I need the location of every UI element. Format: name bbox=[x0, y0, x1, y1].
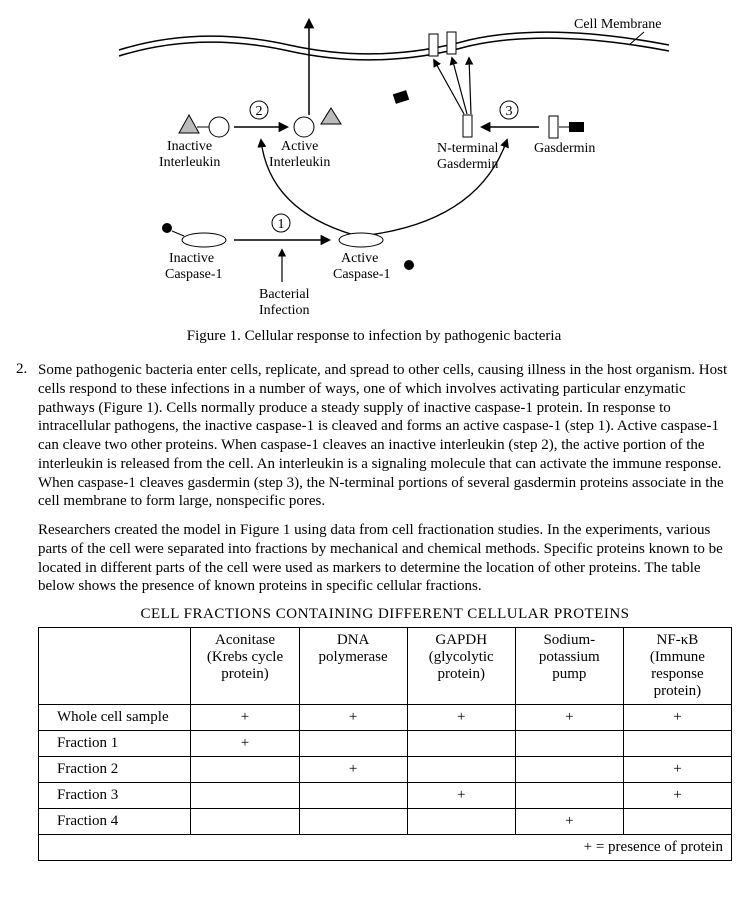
table-row-label: Fraction 4 bbox=[39, 809, 191, 835]
fraction-table: Aconitase(Krebs cycle protein) DNApolyme… bbox=[38, 627, 732, 861]
col5-l1: NF-κB bbox=[657, 632, 699, 648]
col2-l2: polymerase bbox=[319, 649, 388, 665]
col2-l1: DNA bbox=[337, 632, 370, 648]
table-cell bbox=[515, 783, 623, 809]
table-row-label: Fraction 2 bbox=[39, 757, 191, 783]
col3-l2: (glycolytic protein) bbox=[429, 649, 494, 682]
gasdermin-label: Gasdermin bbox=[534, 141, 595, 156]
step-2-number: 2 bbox=[256, 104, 263, 119]
table-cell: + bbox=[191, 731, 299, 757]
nterm-gasd-l2: Gasdermin bbox=[437, 157, 498, 172]
active-casp-l2: Caspase-1 bbox=[333, 267, 391, 282]
step-3-number: 3 bbox=[506, 104, 513, 119]
table-cell: + bbox=[299, 705, 407, 731]
table-cell bbox=[623, 731, 731, 757]
table-cell bbox=[191, 783, 299, 809]
col4-l1: Sodium- bbox=[543, 632, 595, 648]
table-cell: + bbox=[191, 705, 299, 731]
active-il-l2: Interleukin bbox=[269, 155, 330, 170]
table-cell: + bbox=[515, 705, 623, 731]
table-cell bbox=[623, 809, 731, 835]
inactive-il-l1: Inactive bbox=[167, 139, 212, 154]
col1-l1: Aconitase bbox=[215, 632, 275, 648]
table-cell: + bbox=[299, 757, 407, 783]
table-row-label: Whole cell sample bbox=[39, 705, 191, 731]
table-cell bbox=[407, 757, 515, 783]
table-cell: + bbox=[515, 809, 623, 835]
table-cell: + bbox=[407, 783, 515, 809]
bacterial-l2: Infection bbox=[259, 303, 310, 318]
col1-l2: (Krebs cycle protein) bbox=[207, 649, 283, 682]
nterm-gasd-l1: N-terminal bbox=[437, 141, 499, 156]
table-cell bbox=[299, 783, 407, 809]
question-number: 2. bbox=[16, 361, 38, 861]
table-cell: + bbox=[407, 705, 515, 731]
question-para-2: Researchers created the model in Figure … bbox=[38, 521, 732, 596]
table-cell bbox=[191, 809, 299, 835]
inactive-casp-l1: Inactive bbox=[169, 251, 214, 266]
membrane-label: Cell Membrane bbox=[574, 17, 661, 32]
table-cell: + bbox=[623, 783, 731, 809]
col3-l1: GAPDH bbox=[435, 632, 487, 648]
question-para-1: Some pathogenic bacteria enter cells, re… bbox=[38, 361, 732, 511]
table-cell bbox=[515, 731, 623, 757]
table-row-label: Fraction 1 bbox=[39, 731, 191, 757]
figure-diagram: Cell Membrane Inactive Interleukin 2 Act… bbox=[69, 10, 679, 320]
figure-caption: Figure 1. Cellular response to infection… bbox=[16, 328, 732, 345]
col5-l2: (Immune response protein) bbox=[650, 649, 705, 699]
inactive-casp-l2: Caspase-1 bbox=[165, 267, 223, 282]
table-cell bbox=[407, 809, 515, 835]
active-casp-l1: Active bbox=[341, 251, 378, 266]
step-1-number: 1 bbox=[278, 217, 285, 232]
table-row-label: Fraction 3 bbox=[39, 783, 191, 809]
table-cell: + bbox=[623, 705, 731, 731]
active-il-l1: Active bbox=[281, 139, 318, 154]
table-cell bbox=[407, 731, 515, 757]
table-cell bbox=[299, 809, 407, 835]
table-title: CELL FRACTIONS CONTAINING DIFFERENT CELL… bbox=[38, 606, 732, 623]
table-cell bbox=[299, 731, 407, 757]
table-cell: + bbox=[623, 757, 731, 783]
col4-l2: potassium pump bbox=[539, 649, 600, 682]
bacterial-l1: Bacterial bbox=[259, 287, 310, 302]
table-cell bbox=[515, 757, 623, 783]
table-legend: + = presence of protein bbox=[39, 835, 732, 861]
table-cell bbox=[191, 757, 299, 783]
inactive-il-l2: Interleukin bbox=[159, 155, 220, 170]
